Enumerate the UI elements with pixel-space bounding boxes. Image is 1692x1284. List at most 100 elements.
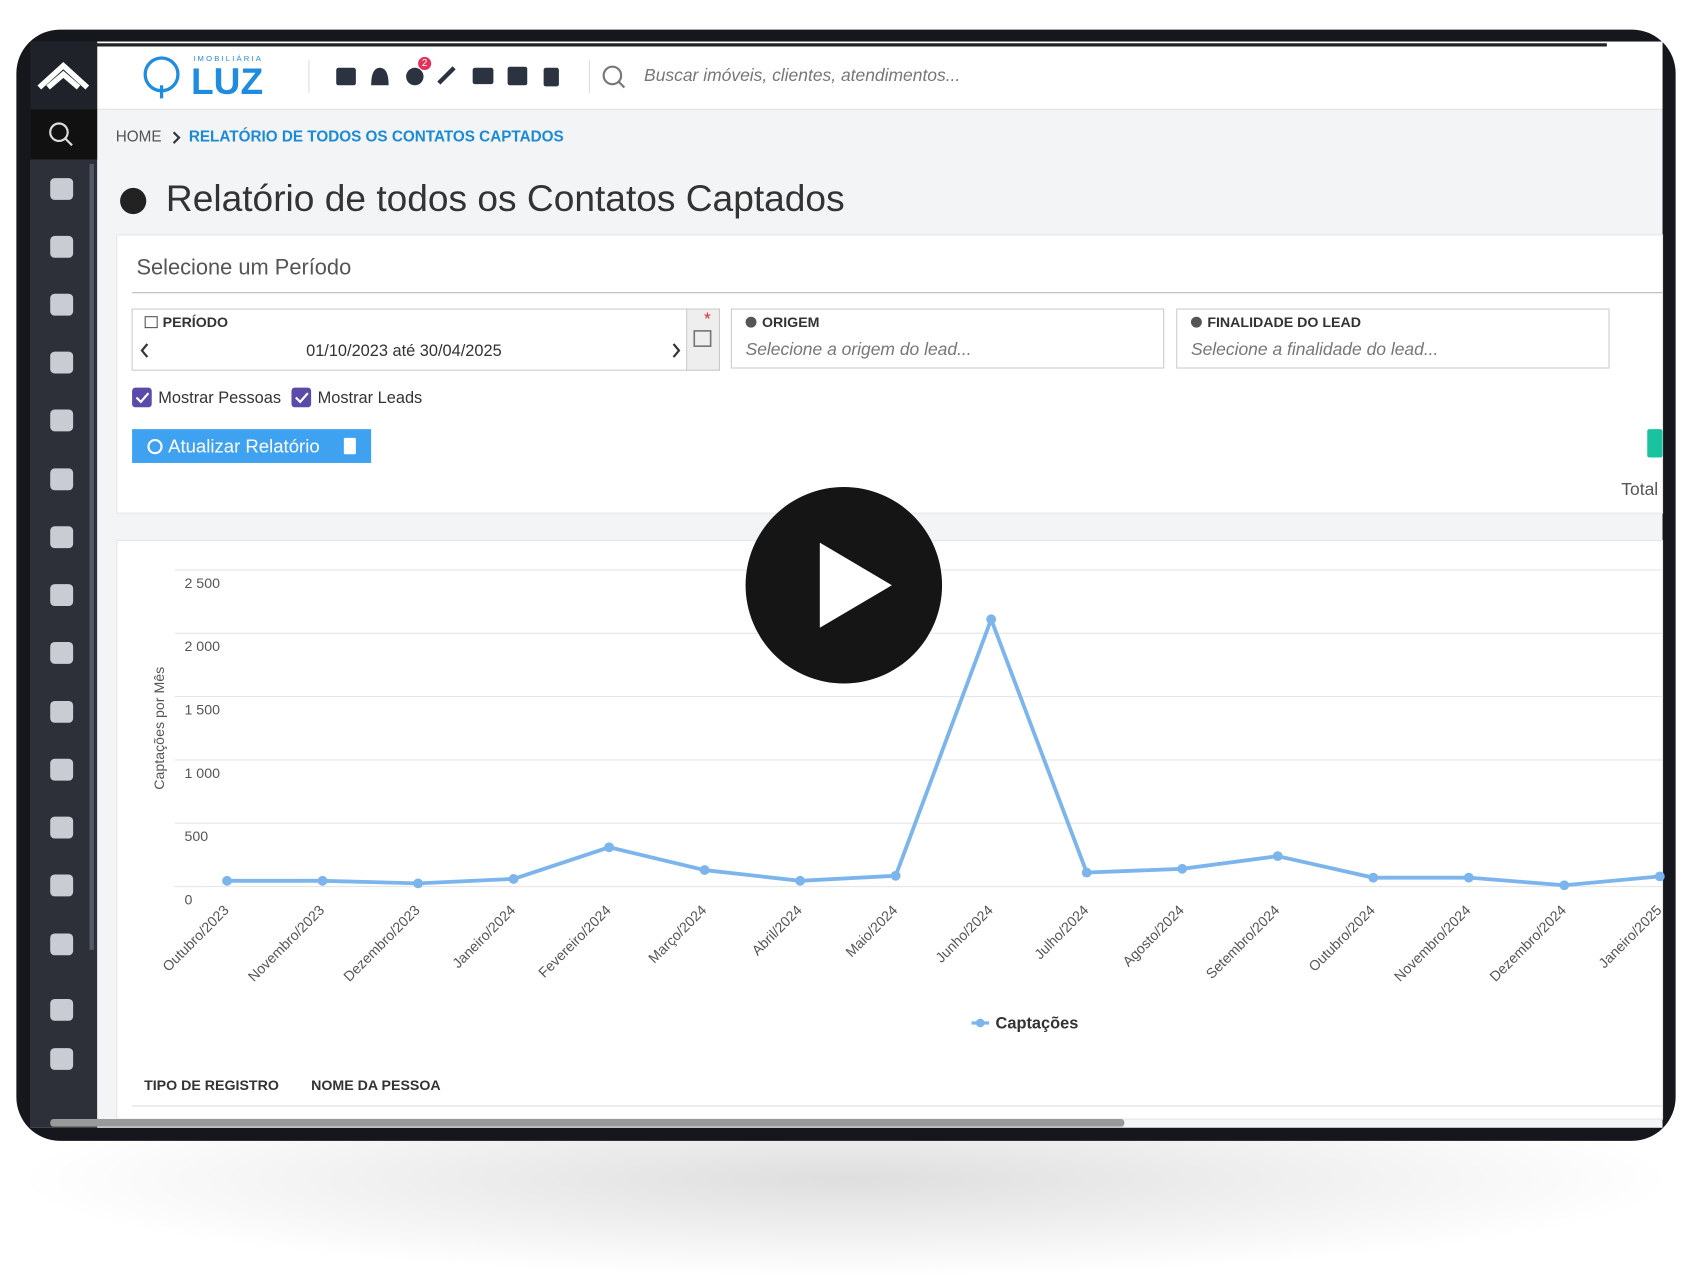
origin-placeholder: Selecione a origem do lead... bbox=[746, 339, 972, 359]
sidebar-icon[interactable] bbox=[50, 584, 74, 606]
series-line bbox=[227, 613, 1660, 888]
search-icon-handle bbox=[618, 81, 626, 89]
y-tick-label: 2 000 bbox=[184, 639, 220, 655]
dashboard-icon[interactable] bbox=[336, 67, 356, 86]
refresh-icon bbox=[147, 438, 163, 455]
sidebar-icon[interactable] bbox=[50, 816, 74, 839]
filter-panel bbox=[116, 234, 1664, 514]
y-axis-label: Captações por Mês bbox=[152, 667, 168, 790]
legend-swatch-dot bbox=[975, 1018, 985, 1028]
link-icon[interactable] bbox=[437, 66, 456, 85]
show-people-checkbox[interactable] bbox=[132, 387, 152, 408]
calendar-icon[interactable] bbox=[507, 66, 528, 86]
data-point bbox=[317, 875, 328, 886]
breadcrumb-current: RELATÓRIO DE TODOS OS CONTATOS CAPTADOS bbox=[189, 128, 564, 146]
data-point bbox=[1272, 851, 1283, 862]
play-icon bbox=[819, 542, 892, 628]
check-mark bbox=[295, 392, 309, 404]
required-mark: * bbox=[704, 309, 711, 329]
data-point bbox=[1368, 872, 1379, 883]
data-point bbox=[890, 870, 901, 881]
sidebar-icon[interactable] bbox=[50, 235, 74, 258]
data-point bbox=[508, 874, 519, 884]
label-icon bbox=[144, 316, 158, 329]
data-point bbox=[222, 875, 232, 886]
search-input[interactable]: Buscar imóveis, clientes, atendimentos..… bbox=[644, 65, 960, 85]
legend-entry[interactable]: Captações bbox=[996, 1014, 1079, 1032]
sidebar-icon[interactable] bbox=[50, 526, 74, 549]
mail-icon[interactable] bbox=[472, 67, 494, 85]
show-leads-label[interactable]: Mostrar Leads bbox=[318, 389, 423, 407]
sidebar-icon[interactable] bbox=[50, 758, 74, 781]
label-icon bbox=[745, 316, 757, 328]
data-point bbox=[1081, 867, 1092, 878]
calendar-icon bbox=[693, 330, 712, 347]
origin-label: ORIGEM bbox=[762, 315, 820, 331]
trash-icon[interactable] bbox=[543, 67, 559, 87]
sidebar-icon[interactable] bbox=[50, 293, 74, 316]
period-prev[interactable] bbox=[140, 343, 149, 358]
period-value: 01/10/2023 até 30/04/2025 bbox=[306, 342, 502, 360]
sidebar-icon[interactable] bbox=[50, 700, 74, 723]
purpose-placeholder: Selecione a finalidade do lead... bbox=[1191, 339, 1438, 359]
app-logo[interactable] bbox=[37, 61, 90, 90]
sidebar-icon[interactable] bbox=[50, 468, 74, 491]
data-point bbox=[1177, 863, 1188, 874]
y-tick-label: 2 500 bbox=[184, 576, 220, 592]
label-icon bbox=[1190, 316, 1202, 328]
y-tick-label: 0 bbox=[184, 892, 192, 908]
data-point bbox=[413, 878, 423, 889]
clear-button[interactable] bbox=[343, 437, 356, 455]
sidebar-icon[interactable] bbox=[50, 874, 74, 897]
period-label: PERÍODO bbox=[163, 314, 228, 331]
purpose-label: FINALIDADE DO LEAD bbox=[1207, 315, 1361, 331]
logo-name: LUZ bbox=[191, 60, 263, 102]
bell-icon[interactable] bbox=[371, 67, 389, 86]
search-icon bbox=[49, 122, 69, 143]
search-icon bbox=[602, 65, 623, 86]
period-next[interactable] bbox=[672, 343, 681, 358]
update-button[interactable] bbox=[132, 429, 372, 463]
sidebar-icon[interactable] bbox=[50, 998, 74, 1021]
data-point bbox=[795, 875, 806, 886]
total-label: Total bbox=[1621, 479, 1658, 499]
badge-count: 2 bbox=[422, 58, 427, 69]
period-field[interactable] bbox=[131, 308, 720, 371]
search-icon-handle bbox=[64, 137, 73, 147]
period-calendar-button[interactable] bbox=[686, 308, 720, 371]
show-people-label[interactable]: Mostrar Pessoas bbox=[158, 389, 281, 407]
y-tick-label: 1 500 bbox=[184, 703, 220, 719]
logo-tagline: IMOBILIÁRIA bbox=[193, 54, 263, 63]
horizontal-scrollbar[interactable] bbox=[50, 1119, 1125, 1127]
data-point bbox=[1654, 871, 1665, 882]
top-bar bbox=[97, 41, 1663, 110]
y-tick-label: 500 bbox=[184, 829, 208, 845]
page-title: Relatório de todos os Contatos Captados bbox=[166, 177, 845, 219]
data-point bbox=[604, 842, 615, 853]
export-button[interactable] bbox=[1647, 429, 1663, 458]
sidebar-icon[interactable] bbox=[50, 409, 74, 432]
breadcrumb-separator bbox=[172, 131, 181, 144]
table-header: NOME DA PESSOA bbox=[311, 1078, 441, 1094]
sidebar-search[interactable] bbox=[30, 109, 98, 160]
people-icon[interactable] bbox=[406, 67, 424, 86]
data-point bbox=[986, 614, 997, 625]
data-point bbox=[699, 865, 710, 875]
show-leads-checkbox[interactable] bbox=[291, 387, 312, 408]
sidebar-icon[interactable] bbox=[50, 178, 74, 200]
sidebar-icon[interactable] bbox=[50, 642, 74, 664]
check-mark bbox=[135, 392, 150, 404]
origin-field[interactable] bbox=[730, 308, 1165, 369]
sidebar-icon[interactable] bbox=[50, 1048, 74, 1070]
section-title: Selecione um Período bbox=[136, 254, 351, 279]
update-button-label: Atualizar Relatório bbox=[168, 436, 320, 457]
purpose-field[interactable] bbox=[1176, 308, 1610, 369]
data-point bbox=[1463, 872, 1474, 883]
title-icon bbox=[120, 187, 147, 215]
badge bbox=[418, 56, 432, 70]
breadcrumb-home[interactable]: HOME bbox=[116, 129, 162, 146]
sidebar-icon[interactable] bbox=[50, 933, 74, 956]
sidebar-icon[interactable] bbox=[50, 351, 74, 374]
table-header: TIPO DE REGISTRO bbox=[144, 1078, 279, 1094]
